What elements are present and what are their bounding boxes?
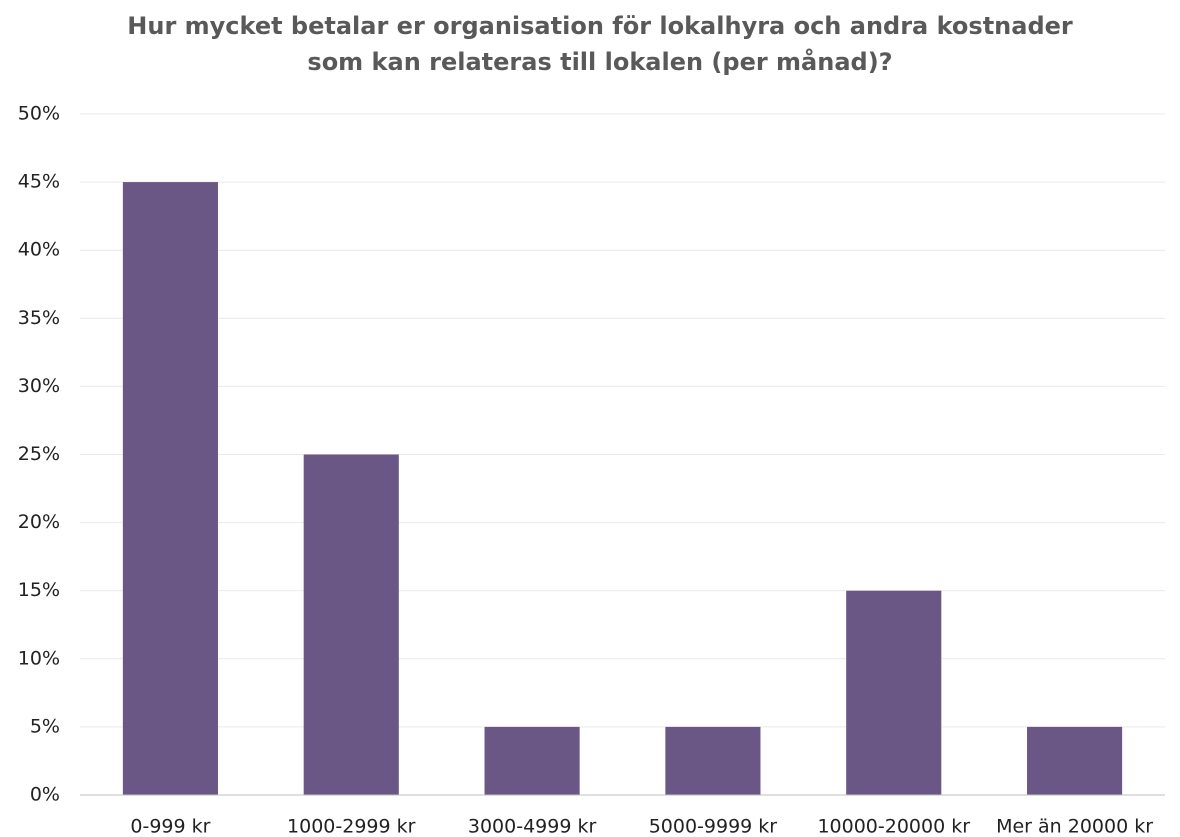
- x-tick-label: 10000-20000 kr: [817, 816, 970, 837]
- x-tick-label: 0-999 kr: [130, 816, 210, 837]
- y-tick-label: 30%: [18, 375, 60, 397]
- y-tick-label: 25%: [18, 443, 60, 465]
- y-tick-label: 5%: [30, 715, 60, 737]
- y-tick-label: 0%: [30, 784, 60, 806]
- y-tick-label: 15%: [18, 579, 60, 601]
- x-tick-label: 3000-4999 kr: [468, 816, 597, 837]
- y-tick-label: 35%: [18, 307, 60, 329]
- x-tick-label: 1000-2999 kr: [287, 816, 416, 837]
- y-tick-label: 10%: [18, 647, 60, 669]
- bar: [1027, 726, 1123, 795]
- bar: [665, 726, 761, 795]
- chart-title: Hur mycket betalar er organisation för l…: [127, 12, 1073, 76]
- y-tick-label: 45%: [18, 171, 60, 193]
- bar: [303, 454, 399, 795]
- y-tick-label: 20%: [18, 511, 60, 533]
- x-tick-label: Mer än 20000 kr: [996, 816, 1153, 837]
- y-tick-label: 50%: [18, 103, 60, 125]
- bar: [484, 726, 580, 795]
- y-tick-label: 40%: [18, 239, 60, 261]
- bar: [846, 590, 942, 795]
- bar: [122, 182, 218, 796]
- x-tick-label: 5000-9999 kr: [649, 816, 778, 837]
